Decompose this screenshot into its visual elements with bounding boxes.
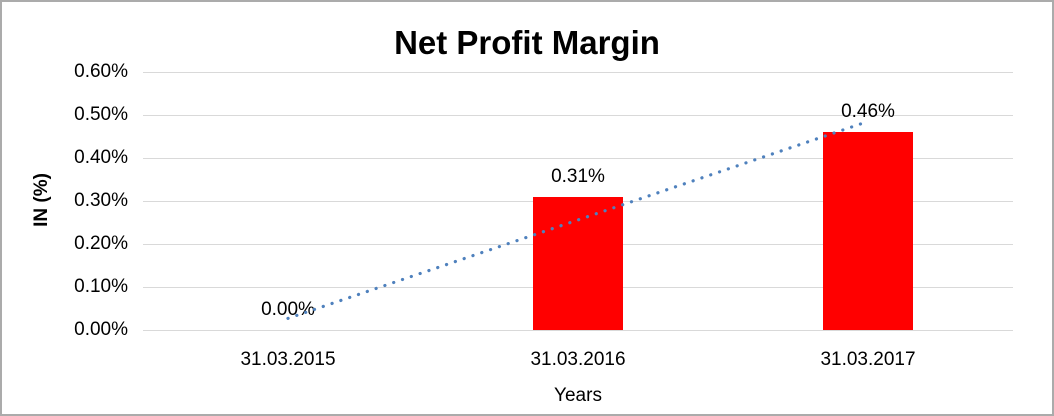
y-tick-label: 0.60% [74, 61, 128, 82]
x-category-label: 31.03.2016 [530, 349, 626, 370]
gridline [143, 115, 1013, 116]
bar [823, 132, 913, 330]
y-tick-label: 0.50% [74, 104, 128, 125]
x-category-label: 31.03.2015 [240, 349, 336, 370]
gridline [143, 330, 1013, 331]
y-tick-label: 0.10% [74, 276, 128, 297]
y-tick-label: 0.20% [74, 233, 128, 254]
y-tick-label: 0.30% [74, 190, 128, 211]
bar-data-label: 0.00% [261, 299, 315, 320]
chart-title: Net Profit Margin [394, 24, 660, 61]
bar-data-label: 0.46% [841, 101, 895, 123]
x-axis-title: Years [554, 385, 602, 406]
y-tick-label: 0.00% [74, 319, 128, 340]
y-tick-label: 0.40% [74, 147, 128, 168]
x-category-label: 31.03.2017 [820, 349, 916, 370]
bar [533, 196, 623, 330]
bar-data-label: 0.31% [551, 165, 605, 187]
gridline [143, 72, 1013, 73]
